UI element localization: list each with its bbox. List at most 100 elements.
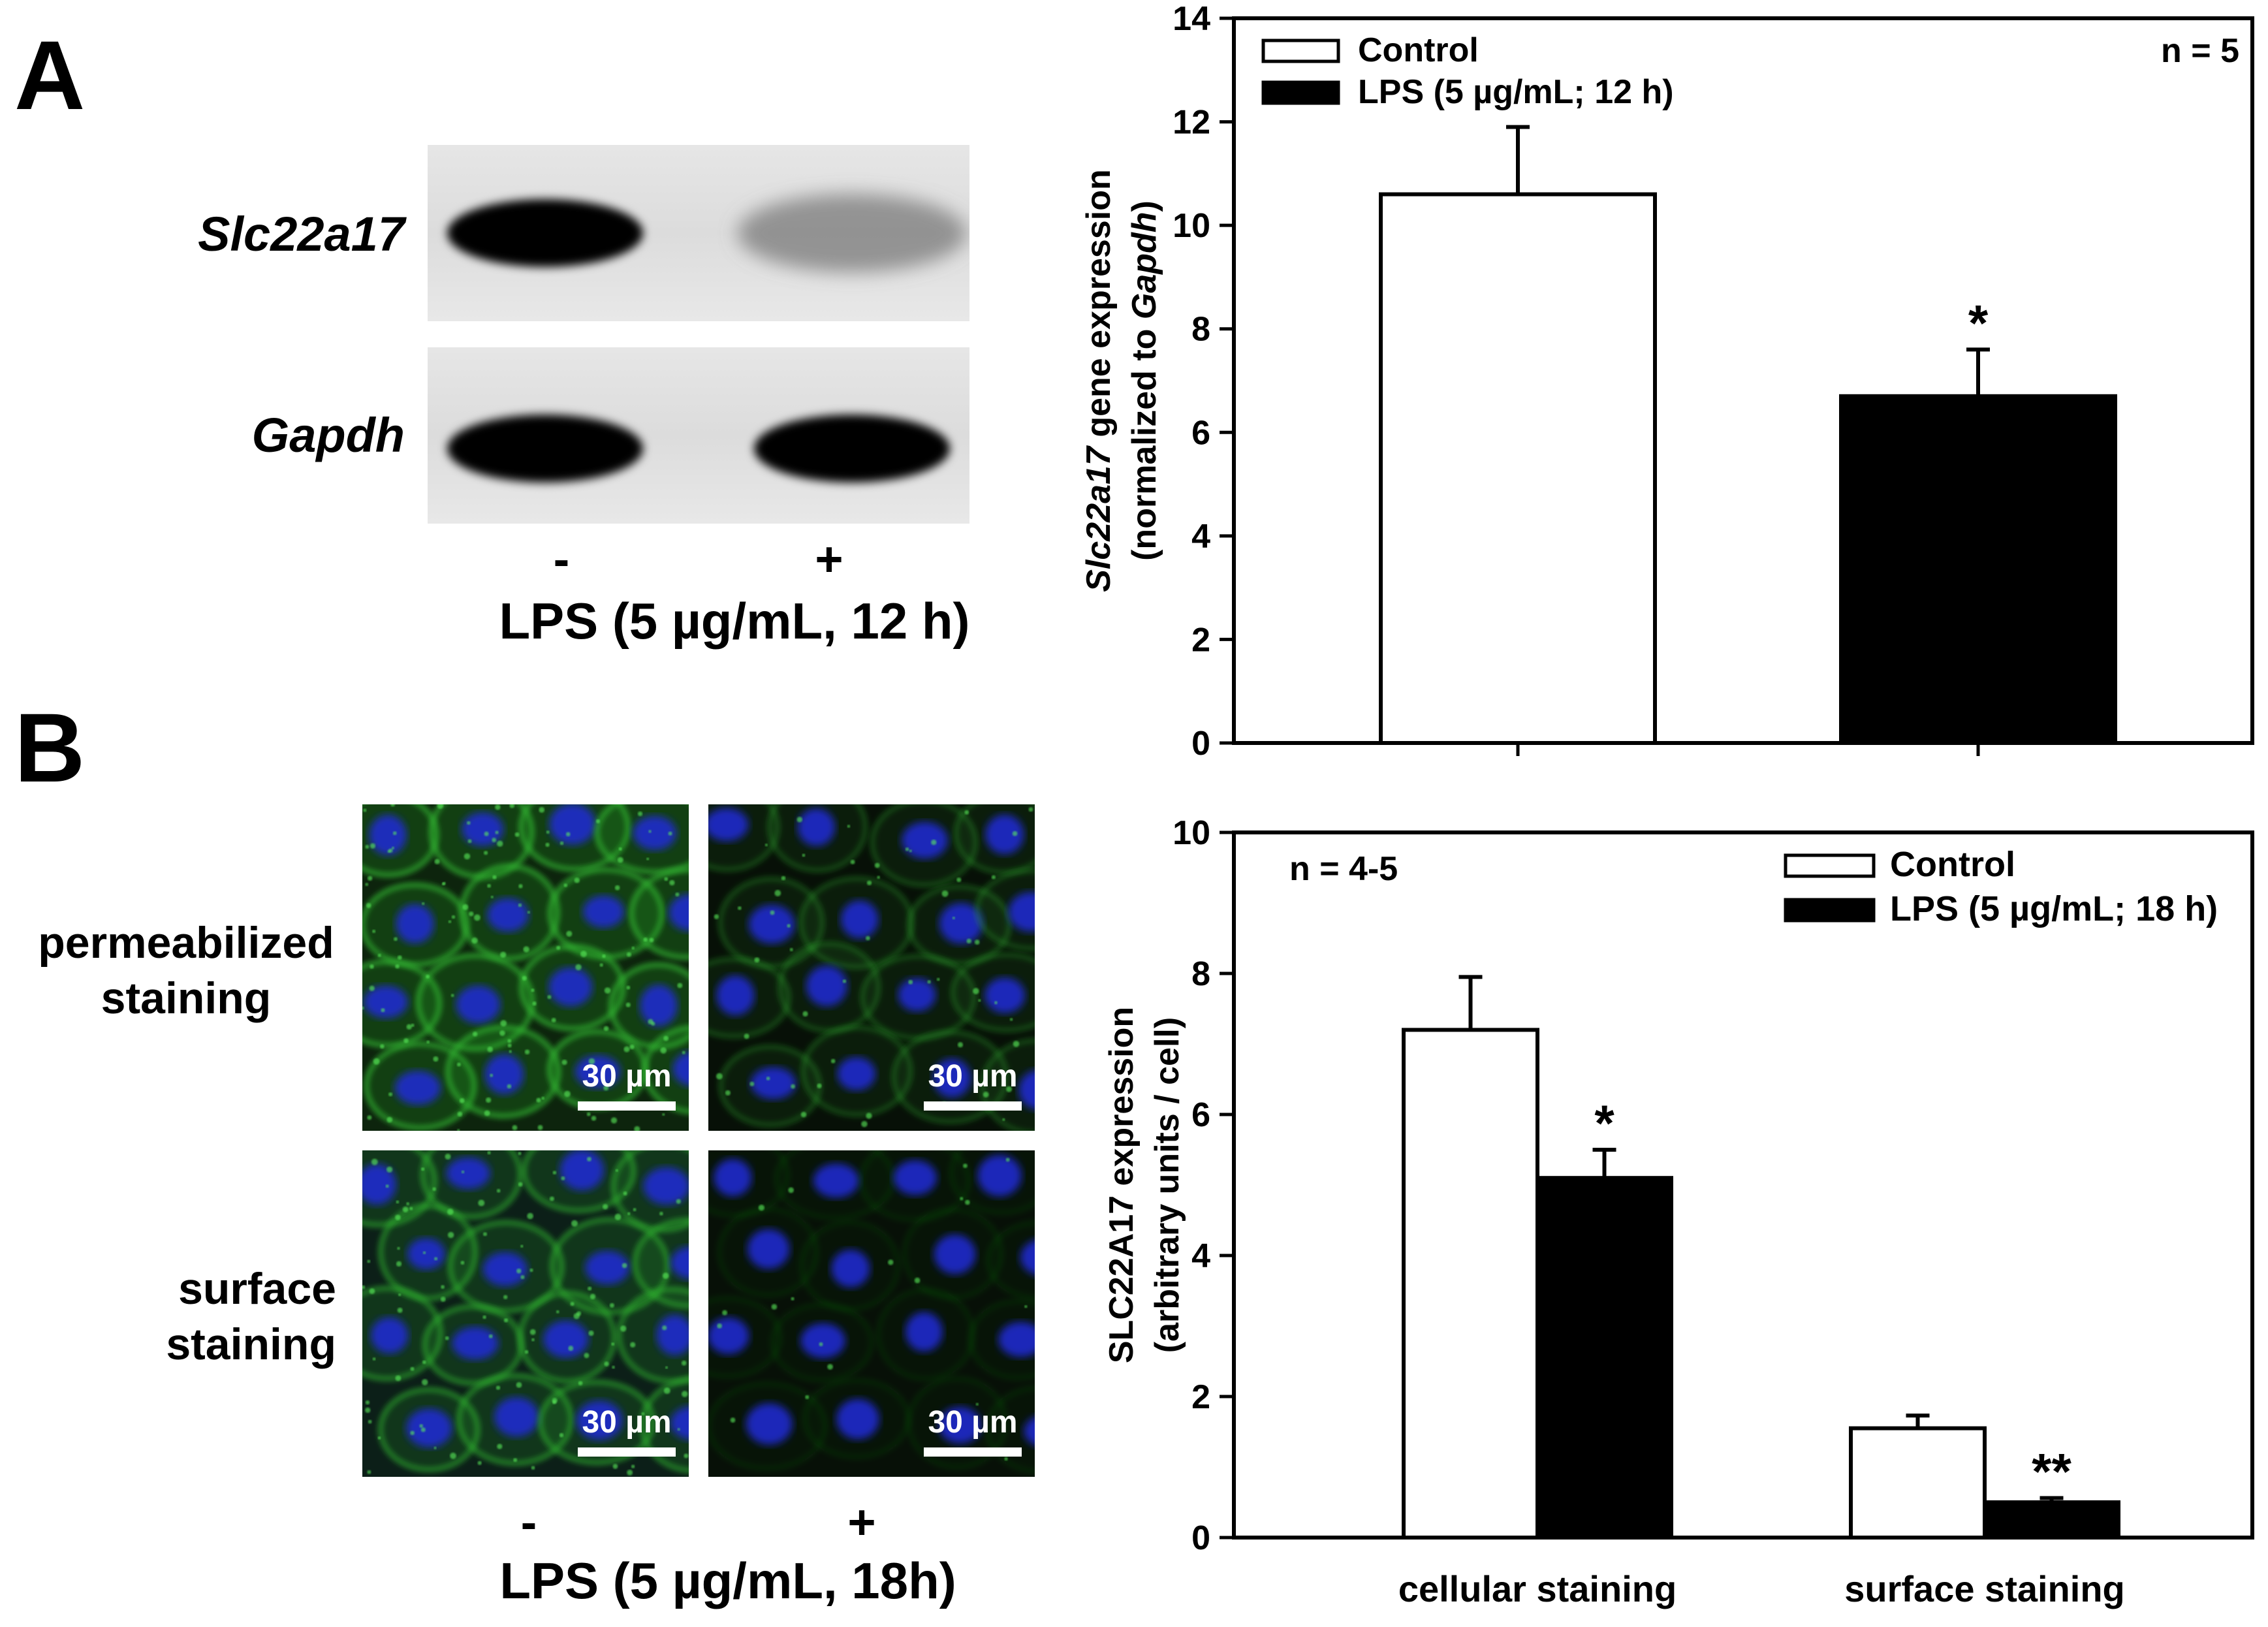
stain-speckle [450,1452,456,1459]
stain-speckle [595,819,601,823]
stain-speckle [964,810,969,815]
stain-speckle [397,955,402,960]
stain-speckle [500,1020,507,1027]
cell-nucleus [939,902,983,944]
cell-nucleus [933,1058,971,1098]
stain-speckle [580,951,587,958]
stain-speckle [571,1220,578,1227]
stain-speckle [774,890,781,896]
stain-speckle [631,1464,635,1468]
stain-speckle [588,1286,592,1291]
stain-speckle [1009,1018,1013,1021]
stain-speckle [626,952,632,957]
stain-speckle [591,1116,597,1121]
chartB-ylabel-line1: SLC22A17 expression [1103,1007,1141,1363]
stain-speckle [588,1058,595,1065]
stain-speckle [386,1166,393,1173]
stain-speckle [520,1244,524,1248]
stain-speckle [478,1199,485,1207]
cell-membrane [906,1375,1009,1470]
scale-bar [578,1447,676,1457]
stain-speckle [370,843,376,849]
stain-speckle [395,1214,401,1221]
stain-speckle [367,876,373,881]
cell-nucleus [670,1246,689,1279]
stain-speckle [646,857,650,861]
stain-speckle [422,1360,426,1365]
stain-speckle [1005,1158,1010,1162]
stain-speckle [492,838,497,842]
stain-speckle [467,839,472,844]
cell-membrane [708,1380,828,1472]
stain-speckle [749,1081,755,1086]
stain-speckle [604,1361,609,1366]
stain-speckle [394,937,398,941]
cell-membrane [948,1150,1035,1216]
stain-speckle [462,904,469,910]
stain-speckle [495,804,501,810]
stain-speckle [456,1062,461,1067]
stain-speckle [561,1059,567,1066]
stain-speckle [406,1024,412,1030]
cell-nucleus [640,985,678,1027]
stain-speckle [725,1090,731,1096]
stain-speckle [447,1231,454,1239]
stain-speckle [537,1125,543,1130]
stain-speckle [559,1432,564,1438]
stain-speckle [791,1297,795,1301]
chartA-n-label: n = 5 [2161,32,2239,70]
stain-speckle [406,1202,410,1206]
stain-speckle [482,1232,488,1237]
stain-speckle [392,831,397,836]
stain-speckle [623,1191,627,1195]
stain-speckle [586,1112,591,1116]
cell-nucleus [831,1250,870,1287]
stain-speckle [888,1259,894,1265]
stain-speckle [604,987,611,994]
stain-speckle [744,1034,749,1039]
stain-speckle [631,946,635,950]
stain-speckle [367,1259,371,1263]
stain-speckle [561,1176,565,1180]
stain-speckle [618,847,622,851]
blot-lane-sign-minus: - [553,532,570,586]
cell-nucleus [708,808,749,842]
cell-nucleus [1020,1240,1035,1275]
stain-speckle [440,1297,446,1302]
cell-nucleus [363,985,408,1019]
stain-speckle [536,1098,541,1103]
cell-nucleus [371,1317,409,1354]
cell-nucleus [543,1320,589,1358]
band-slc22a17-lane-1 [447,199,643,267]
stain-speckle [566,930,573,937]
cell-nucleus [575,1055,621,1088]
stain-speckle [965,1199,970,1205]
stain-speckle [789,947,793,952]
chartB-control-bar [1849,1426,1987,1540]
stain-speckle [612,1365,615,1369]
stain-speckle [421,1167,425,1171]
cell-nucleus [998,1321,1035,1357]
stain-speckle [532,1001,537,1006]
cell-nucleus [893,1160,937,1195]
chartB-lps-significance: ** [2032,1443,2071,1500]
stain-speckle [500,951,507,958]
stain-speckle [800,1111,807,1118]
stain-speckle [369,985,375,991]
stain-speckle [623,1046,630,1052]
stain-speckle [660,1047,667,1054]
stain-speckle [556,1310,559,1314]
stain-speckle [588,1330,594,1336]
cell-membrane [642,1024,689,1115]
stain-speckle [611,1342,615,1346]
cell-nucleus [1024,1417,1035,1445]
stain-speckle [805,1395,810,1399]
stain-speckle [817,1083,822,1088]
stain-speckle [482,1315,486,1319]
stain-speckle [460,1261,465,1265]
cell-nucleus [633,815,677,851]
chartB-ytick-label: 8 [1191,955,1210,993]
stain-speckle [366,903,371,908]
stain-speckle [396,1261,402,1267]
stain-speckle [549,1196,554,1201]
